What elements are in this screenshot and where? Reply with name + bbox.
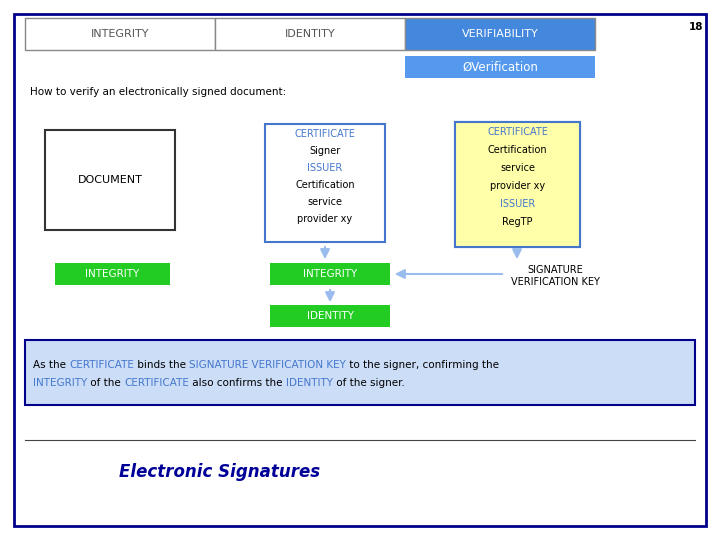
Text: How to verify an electronically signed document:: How to verify an electronically signed d… [30,87,287,97]
Bar [270,305,390,327]
Text: Electronic Signatures: Electronic Signatures [120,463,320,481]
Text: IDENTITY: IDENTITY [284,29,336,39]
Text: INTEGRITY: INTEGRITY [86,269,140,279]
Text: INTEGRITY: INTEGRITY [33,378,87,388]
Text: binds the: binds the [134,360,189,370]
Bar [45,130,175,230]
Text: IDENTITY: IDENTITY [286,378,333,388]
Text: VERIFIABILITY: VERIFIABILITY [462,29,539,39]
Text: ØVerification: ØVerification [462,60,538,73]
Bar [455,122,580,247]
Text: ISSUER: ISSUER [500,199,535,209]
Text: 18: 18 [688,22,703,32]
Bar [405,18,595,50]
Text: Certification: Certification [487,145,547,155]
Text: provider xy: provider xy [297,214,353,224]
Bar [270,263,390,285]
Text: SIGNATURE
VERIFICATION KEY: SIGNATURE VERIFICATION KEY [510,265,600,287]
Bar [25,340,695,405]
Text: INTEGRITY: INTEGRITY [303,269,357,279]
Text: IDENTITY: IDENTITY [307,311,354,321]
Text: INTEGRITY: INTEGRITY [91,29,149,39]
Text: As the: As the [33,360,69,370]
Text: CERTIFICATE: CERTIFICATE [487,127,548,137]
Text: service: service [307,197,343,207]
Text: Signer: Signer [310,146,341,156]
Text: of the signer.: of the signer. [333,378,405,388]
Text: of the: of the [87,378,125,388]
Text: CERTIFICATE: CERTIFICATE [69,360,134,370]
Bar [215,18,405,50]
Text: ISSUER: ISSUER [307,163,343,173]
Text: DOCUMENT: DOCUMENT [78,175,143,185]
Bar [25,18,215,50]
Text: CERTIFICATE: CERTIFICATE [125,378,189,388]
Bar [265,124,385,242]
Text: to the signer, confirming the: to the signer, confirming the [346,360,499,370]
Bar [455,122,580,247]
Bar [55,263,170,285]
Text: RegTP: RegTP [503,217,533,227]
Bar [405,56,595,78]
Text: SIGNATURE VERIFICATION KEY: SIGNATURE VERIFICATION KEY [189,360,346,370]
Text: service: service [500,163,535,173]
Text: provider xy: provider xy [490,181,545,191]
Text: Certification: Certification [295,180,355,190]
Text: also confirms the: also confirms the [189,378,286,388]
Text: CERTIFICATE: CERTIFICATE [294,129,356,139]
